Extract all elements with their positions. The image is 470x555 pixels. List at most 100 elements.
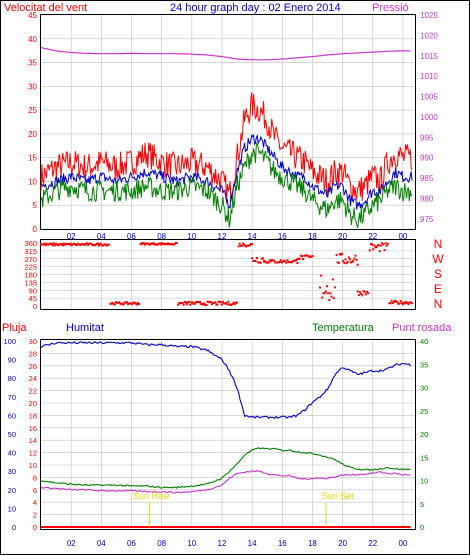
wind-x-tick: 00 — [398, 232, 407, 241]
humidity-y-tick: 50 — [8, 430, 16, 439]
temperatura-series-line — [40, 447, 411, 489]
temperature-y-tick: 20 — [420, 430, 428, 439]
direction-point — [245, 245, 248, 248]
direction-point — [363, 290, 366, 293]
direction-point — [96, 242, 99, 245]
wind-x-tick: 16 — [278, 232, 287, 241]
direction-point — [63, 242, 65, 245]
direction-point — [136, 302, 139, 305]
direction-point — [264, 260, 267, 263]
direction-point — [187, 301, 189, 304]
direction-y-tick: 270 — [24, 255, 37, 264]
direction-point — [351, 260, 354, 263]
direction-point — [273, 259, 276, 262]
climate-x-tick: 06 — [127, 539, 136, 548]
wind-x-tick: 08 — [157, 232, 166, 241]
rain-y-tick: 14 — [29, 436, 37, 445]
direction-point — [366, 290, 369, 293]
direction-point — [395, 300, 398, 303]
direction-point — [151, 242, 154, 245]
direction-point — [92, 244, 95, 247]
direction-point — [403, 301, 406, 304]
direction-point — [343, 262, 346, 264]
wind-x-tick: 02 — [67, 232, 76, 241]
humidity-y-tick: 90 — [8, 356, 16, 365]
pressure-y-tick: 1000 — [420, 113, 438, 122]
direction-point — [50, 242, 53, 245]
direction-point — [263, 259, 266, 262]
direction-point — [212, 301, 215, 304]
direction-point — [296, 258, 299, 261]
direction-point — [268, 259, 271, 262]
direction-point — [347, 256, 350, 259]
direction-point — [336, 261, 339, 264]
wind-x-tick: 22 — [368, 232, 377, 241]
humidity-label: Humitat — [66, 322, 104, 334]
wind-x-tick: 04 — [97, 232, 106, 241]
direction-point — [191, 301, 194, 304]
rain-y-tick: 28 — [29, 349, 37, 358]
direction-point — [340, 253, 342, 256]
direction-point — [83, 244, 86, 246]
climate-x-tick: 10 — [187, 539, 196, 548]
wind-y-tick: 40 — [28, 35, 37, 44]
direction-point — [209, 300, 212, 303]
direction-point — [90, 242, 93, 245]
direction-point — [308, 255, 310, 258]
average-series-line — [40, 134, 413, 210]
direction-point — [224, 302, 227, 305]
direction-point — [45, 242, 48, 245]
rain-y-tick: 16 — [29, 424, 37, 433]
direction-point — [59, 243, 62, 246]
direction-point — [259, 261, 262, 264]
direction-point — [385, 244, 388, 247]
direction-point — [175, 242, 178, 244]
direction-point — [344, 258, 347, 261]
direction-point — [389, 302, 392, 305]
direction-point — [345, 262, 348, 265]
direction-point — [146, 242, 149, 245]
wind-panel-grid — [41, 15, 415, 229]
direction-point — [141, 242, 144, 245]
punt-rosada-series-line — [40, 469, 411, 494]
humidity-y-tick: 20 — [8, 486, 16, 495]
direction-point — [122, 303, 125, 306]
direction-point — [138, 303, 140, 305]
direction-point — [356, 263, 359, 266]
direction-point — [303, 254, 306, 257]
direction-point — [267, 261, 270, 264]
direction-point — [142, 242, 145, 245]
direction-point — [299, 254, 302, 257]
direction-point — [237, 245, 240, 248]
direction-point — [82, 243, 85, 246]
direction-point — [197, 301, 200, 303]
direction-point — [179, 302, 182, 305]
rain-y-tick: 22 — [29, 387, 37, 396]
direction-point — [88, 242, 91, 245]
direction-point — [381, 242, 384, 245]
direction-point — [98, 244, 100, 247]
direction-point — [371, 243, 373, 246]
direction-point — [60, 243, 63, 245]
direction-y-tick: 90 — [29, 286, 37, 295]
direction-point — [283, 259, 286, 262]
direction-point — [327, 292, 330, 295]
direction-point — [120, 303, 123, 306]
rain-y-tick: 4 — [33, 498, 37, 507]
direction-point — [94, 243, 97, 246]
direction-point — [214, 301, 217, 304]
direction-point — [78, 243, 81, 246]
direction-y-tick: 0 — [33, 302, 37, 311]
direction-point — [109, 302, 112, 305]
wind-y-tick: 0 — [33, 225, 38, 234]
direction-point — [373, 244, 376, 247]
direction-point — [87, 244, 90, 247]
direction-point — [229, 304, 232, 307]
direction-point — [65, 242, 68, 245]
direction-point — [114, 301, 117, 304]
direction-point — [113, 303, 116, 306]
wind-y-tick: 10 — [28, 177, 37, 186]
direction-point — [131, 303, 134, 306]
direction-point — [52, 244, 54, 247]
humidity-y-tick: 80 — [8, 374, 16, 383]
